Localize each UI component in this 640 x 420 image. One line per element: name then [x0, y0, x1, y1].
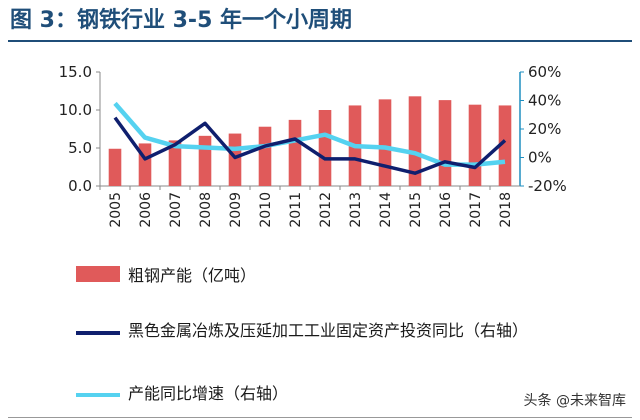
x-tick-label: 2011: [288, 192, 304, 228]
y-tick-right-label: 0%: [528, 149, 552, 167]
bar: [258, 126, 272, 186]
bar: [138, 143, 152, 186]
bar: [438, 100, 452, 186]
legend-swatch-capacity-growth: [76, 393, 120, 397]
legend-swatch-bars: [76, 266, 120, 282]
y-tick-left-label: 0.0: [68, 177, 92, 195]
x-tick-label: 2015: [408, 192, 424, 228]
legend-label-investment: 黑色金属冶炼及压延加工工业固定资产投资同比（右轴）: [128, 321, 529, 340]
bar: [468, 104, 482, 186]
y-tick-left-label: 10.0: [59, 101, 92, 119]
watermark: 头条 @未来智库: [523, 393, 626, 409]
bar: [408, 96, 422, 186]
x-tick-label: 2014: [378, 192, 394, 228]
x-tick-label: 2017: [468, 192, 484, 228]
line-investment-growth: [113, 116, 507, 175]
y-tick-right-label: 40%: [528, 92, 561, 110]
bar: [228, 133, 242, 186]
y-tick-right-label: 20%: [528, 120, 561, 138]
legend-swatch-investment: [76, 331, 120, 335]
bar: [288, 119, 302, 186]
y-tick-right-label: -20%: [528, 177, 567, 195]
x-tick-label: 2016: [438, 192, 454, 228]
title-divider: [8, 40, 632, 42]
bar: [168, 140, 182, 186]
footer-divider: [8, 417, 632, 418]
y-tick-left-label: 5.0: [68, 139, 92, 157]
bar: [378, 99, 392, 186]
y-tick-left-label: 15.0: [59, 63, 92, 81]
bar: [198, 135, 212, 186]
x-tick-label: 2018: [498, 192, 514, 228]
y-tick-right-label: 60%: [528, 63, 561, 81]
figure-title: 图 3：钢铁行业 3-5 年一个小周期: [10, 8, 353, 33]
x-tick-label: 2007: [168, 192, 184, 228]
x-tick-label: 2009: [228, 192, 244, 228]
bar: [318, 110, 332, 186]
x-tick-label: 2012: [318, 192, 334, 228]
x-tick-label: 2006: [138, 192, 154, 228]
legend-label-capacity-growth: 产能同比增速（右轴）: [128, 384, 289, 403]
x-tick-label: 2013: [348, 192, 364, 228]
x-tick-label: 2010: [258, 192, 274, 228]
bar: [498, 105, 512, 186]
legend-label-bars: 粗钢产能（亿吨）: [128, 266, 257, 285]
chart-plot: 0.0 5.0 10.0 15.0 -20% 0% 20% 40% 60% 2005 2006 200…: [59, 63, 567, 228]
x-tick-label: 2005: [108, 192, 124, 228]
x-tick-label: 2008: [198, 192, 214, 228]
bar: [108, 148, 122, 186]
